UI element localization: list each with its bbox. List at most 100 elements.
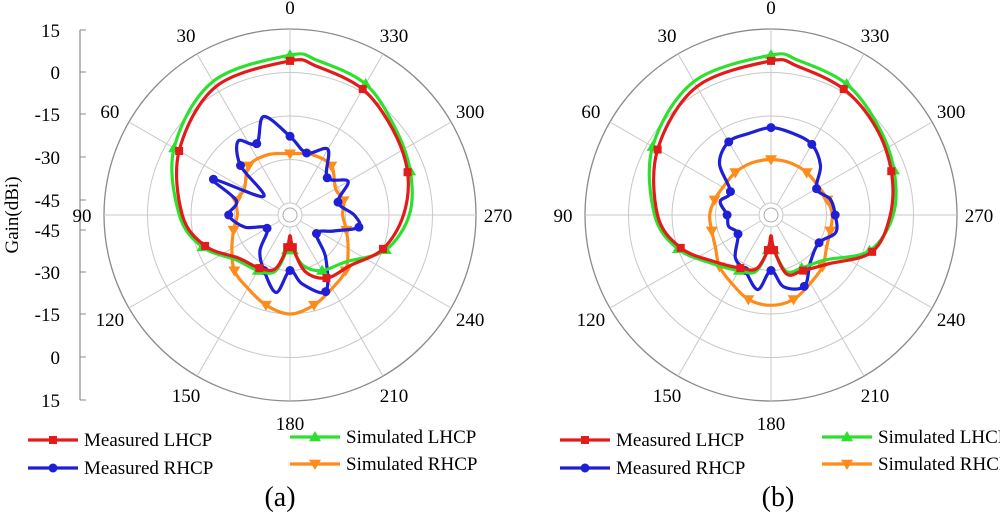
legend-label: Measured RHCP bbox=[616, 458, 745, 479]
gain-tick-label: 0 bbox=[51, 348, 61, 369]
data-point-measured-lhcp bbox=[358, 85, 367, 94]
series-line-measured-rhcp bbox=[211, 115, 362, 295]
grid-spoke bbox=[781, 220, 933, 309]
data-point-measured-rhcp bbox=[333, 197, 343, 207]
data-point-simulated-lhcp bbox=[284, 49, 296, 60]
gain-tick-label: -15 bbox=[35, 305, 60, 326]
legend-item-measured-lhcp: Measured LHCP bbox=[560, 430, 744, 451]
data-point-measured-lhcp bbox=[283, 243, 292, 252]
gain-tick-label: -45 bbox=[35, 191, 60, 212]
data-point-simulated-rhcp bbox=[765, 155, 777, 166]
polar-panel-a: 0 330 300 270 240 210 180 150 120 90 60 30 (a) bbox=[73, 0, 513, 513]
legend-item-measured-rhcp: Measured RHCP bbox=[560, 458, 745, 479]
grid-spoke bbox=[196, 225, 285, 377]
angle-tick-label: 330 bbox=[380, 26, 409, 47]
gain-tick-label: -45 bbox=[35, 221, 60, 242]
data-point-measured-rhcp bbox=[322, 173, 332, 183]
grid-spoke bbox=[776, 53, 865, 205]
data-point-measured-lhcp bbox=[763, 246, 772, 255]
data-point-measured-rhcp bbox=[252, 139, 262, 149]
data-point-measured-rhcp bbox=[302, 148, 312, 158]
data-point-measured-rhcp bbox=[321, 287, 331, 297]
gain-tick-label: -30 bbox=[35, 263, 60, 284]
data-point-measured-lhcp bbox=[255, 264, 264, 273]
angle-tick-label: 210 bbox=[380, 386, 409, 407]
data-point-measured-rhcp bbox=[807, 139, 817, 149]
legend-b: Measured LHCP Measured RHCP Simulated LHCP… bbox=[560, 427, 1000, 479]
legend-item-measured-rhcp: Measured RHCP bbox=[28, 458, 213, 479]
data-point-simulated-rhcp bbox=[787, 295, 800, 306]
data-point-measured-lhcp bbox=[839, 85, 848, 94]
angle-tick-label: 0 bbox=[766, 0, 776, 19]
angle-tick-label: 180 bbox=[276, 414, 305, 435]
angle-tick-label: 240 bbox=[937, 310, 966, 331]
data-point-simulated-rhcp bbox=[824, 226, 837, 237]
data-point-measured-lhcp bbox=[201, 241, 210, 250]
angle-tick-label: 0 bbox=[285, 0, 295, 19]
data-point-measured-rhcp bbox=[724, 137, 734, 147]
data-point-measured-lhcp bbox=[379, 244, 388, 253]
angle-tick-label: 30 bbox=[177, 26, 196, 47]
data-point-measured-rhcp bbox=[799, 281, 809, 291]
data-point-measured-rhcp bbox=[812, 184, 822, 194]
grid-spoke bbox=[300, 121, 452, 210]
gain-tick-label: -15 bbox=[35, 105, 60, 126]
data-point-simulated-lhcp bbox=[765, 49, 777, 60]
legend-a: Measured LHCP Measured RHCP Simulated LHCP… bbox=[28, 427, 477, 479]
data-point-measured-lhcp bbox=[653, 145, 662, 154]
data-point-measured-lhcp bbox=[403, 168, 412, 177]
data-point-measured-rhcp bbox=[733, 229, 743, 239]
data-point-measured-rhcp bbox=[766, 266, 776, 275]
data-point-measured-lhcp bbox=[799, 266, 808, 275]
angle-tick-label: 90 bbox=[73, 206, 92, 227]
polar-origin bbox=[282, 207, 298, 223]
data-point-simulated-rhcp bbox=[742, 295, 755, 306]
legend-label: Measured LHCP bbox=[616, 430, 744, 451]
angle-tick-label: 330 bbox=[861, 26, 890, 47]
polar-origin bbox=[763, 207, 779, 223]
gain-axis-label: Gain(dBi) bbox=[2, 176, 23, 253]
legend-item-measured-lhcp: Measured LHCP bbox=[28, 430, 212, 451]
data-point-measured-lhcp bbox=[676, 243, 685, 252]
data-point-measured-rhcp bbox=[262, 223, 272, 233]
legend-label: Simulated RHCP bbox=[346, 454, 477, 475]
legend-label: Measured RHCP bbox=[84, 458, 213, 479]
data-point-measured-rhcp bbox=[224, 210, 234, 220]
data-point-measured-lhcp bbox=[286, 56, 294, 65]
legend-swatch-marker bbox=[580, 463, 590, 473]
data-point-simulated-rhcp bbox=[708, 195, 721, 206]
angle-tick-label: 60 bbox=[581, 102, 600, 123]
angle-tick-label: 270 bbox=[484, 206, 513, 227]
data-point-simulated-rhcp bbox=[705, 226, 718, 237]
data-point-simulated-rhcp bbox=[729, 168, 742, 179]
angle-tick-label: 30 bbox=[658, 26, 677, 47]
data-point-measured-rhcp bbox=[725, 187, 735, 197]
gain-tick-label: 15 bbox=[41, 391, 60, 412]
data-point-simulated-lhcp bbox=[316, 264, 329, 275]
legend-swatch-marker bbox=[309, 431, 321, 442]
legend-label: Measured LHCP bbox=[84, 430, 212, 451]
legend-item-simulated-lhcp: Simulated LHCP bbox=[822, 427, 1000, 448]
legend-item-simulated-rhcp: Simulated RHCP bbox=[822, 454, 1000, 475]
gain-tick-label: 15 bbox=[41, 21, 60, 42]
legend-item-simulated-rhcp: Simulated RHCP bbox=[290, 454, 477, 475]
grid-spoke bbox=[609, 121, 761, 210]
angle-tick-label: 150 bbox=[653, 386, 682, 407]
grid-spoke bbox=[300, 220, 452, 309]
legend-swatch-marker bbox=[841, 431, 853, 442]
data-point-measured-rhcp bbox=[208, 174, 218, 184]
angle-tick-label: 120 bbox=[96, 310, 125, 331]
grid-spoke bbox=[677, 53, 766, 205]
gain-axis: Gain(dBi) 15 0 -15 -30 -45 -45 -30 -15 0 15 bbox=[2, 21, 86, 412]
angle-tick-label: 300 bbox=[456, 102, 485, 123]
gain-tick-label: 0 bbox=[51, 63, 61, 84]
data-point-simulated-rhcp bbox=[259, 300, 272, 312]
data-point-measured-rhcp bbox=[285, 266, 295, 275]
grid-spoke bbox=[196, 53, 285, 205]
data-point-measured-rhcp bbox=[354, 222, 364, 232]
data-point-simulated-rhcp bbox=[308, 300, 321, 312]
angle-tick-label: 270 bbox=[965, 206, 994, 227]
data-point-measured-lhcp bbox=[288, 243, 297, 252]
legend-label: Simulated LHCP bbox=[878, 427, 1000, 448]
